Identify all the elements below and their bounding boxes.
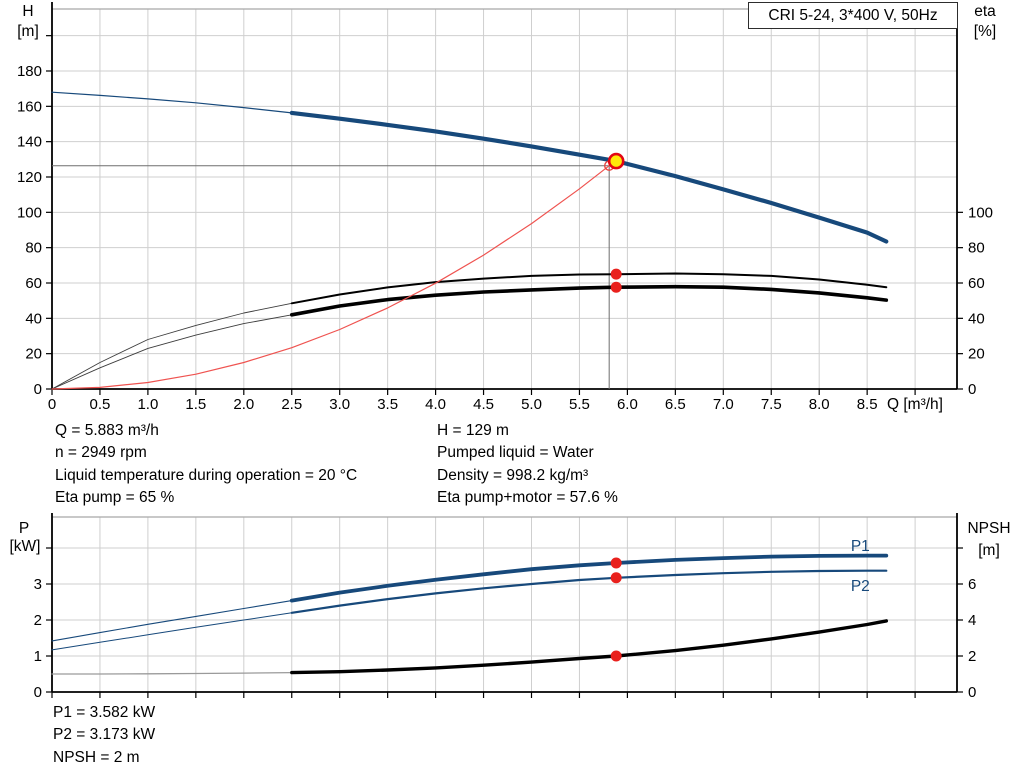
pump-model-title-box: CRI 5-24, 3*400 V, 50Hz — [748, 2, 958, 29]
left-tick-label: 120 — [17, 169, 42, 186]
duty-info-density: Density = 998.2 kg/m³ — [437, 466, 589, 484]
eta-pump-marker — [610, 268, 622, 280]
duty-point-marker — [607, 152, 625, 170]
system-curve-curve — [51, 160, 617, 390]
npsh-axis-unit-label: [m] — [978, 542, 1000, 559]
p2-marker — [610, 572, 622, 584]
npsh-marker — [610, 650, 622, 662]
x-tick-label: 2.0 — [233, 396, 254, 413]
right-tick-label: 0 — [968, 381, 976, 398]
eta-pump-curve — [290, 272, 888, 305]
duty-info-q: Q = 5.883 m³/h — [55, 422, 159, 439]
left-tick-label: 40 — [25, 310, 42, 327]
x-tick-label: 8.5 — [857, 396, 878, 413]
right-tick-label: 20 — [968, 346, 985, 363]
x-tick-label: 0.5 — [90, 396, 111, 413]
p-axis-unit-label: [kW] — [9, 538, 41, 555]
duty-info-h: H = 129 m — [437, 422, 509, 439]
right-tick-label: 4 — [968, 612, 976, 629]
right-tick-label: 2 — [968, 648, 976, 665]
qh-chart: 0 0.5 1.0 1.5 2.0 2.5 3.0 3.5 4.0 4.5 5.0 5.5 6.0 6.5… — [17, 2, 993, 413]
x-tick-label: 8.0 — [809, 396, 830, 413]
power-info-p1: P1 = 3.582 kW — [53, 704, 156, 721]
npsh-axis-label: NPSH — [967, 520, 1011, 537]
q-axis-unit-label: Q [m³/h] — [887, 396, 943, 413]
x-tick-label: 1.0 — [137, 396, 158, 413]
p2-power-curve — [290, 569, 888, 614]
x-tick-label: 1.5 — [185, 396, 206, 413]
npsh-curve-thin — [51, 671, 293, 675]
x-tick-label: 7.0 — [713, 396, 734, 413]
left-tick-label: 20 — [25, 346, 42, 363]
x-tick-label: 3.5 — [377, 396, 398, 413]
p1-power-curve-thin — [51, 600, 293, 642]
x-tick-label: 7.5 — [761, 396, 782, 413]
eta-pump-motor-curve-thin — [51, 314, 293, 390]
eta-axis-label: eta — [974, 3, 996, 20]
x-tick-label: 4.5 — [473, 396, 494, 413]
p2-power-curve-thin — [51, 612, 293, 651]
x-tick-label: 4.0 — [425, 396, 446, 413]
left-tick-label: 100 — [17, 204, 42, 221]
left-tick-label: 2 — [34, 612, 42, 629]
h-axis-label: H — [22, 3, 34, 20]
left-tick-label: 3 — [34, 576, 42, 593]
p1-power-curve — [289, 553, 889, 603]
x-tick-label: 5.5 — [569, 396, 590, 413]
eta-axis-unit-label: [%] — [973, 23, 997, 40]
duty-info-left-column: Q = 5.883 m³/h n = 2949 rpm Liquid tempe… — [55, 420, 357, 510]
right-tick-label: 40 — [968, 310, 985, 327]
x-tick-label: 2.5 — [281, 396, 302, 413]
duty-info-n: n = 2949 rpm — [55, 444, 147, 462]
p1-curve-label: P1 — [851, 538, 870, 555]
x-tick-label: 0 — [48, 396, 56, 413]
npsh-curve — [290, 619, 888, 675]
power-chart: 0 1 2 3 0 2 4 6 P1 P2 — [34, 513, 976, 701]
x-tick-label: 6.5 — [665, 396, 686, 413]
duty-info-eta: Eta pump = 65 % — [55, 489, 175, 507]
left-tick-label: 140 — [17, 134, 42, 151]
right-tick-label: 6 — [968, 576, 976, 593]
power-info-p2: P2 = 3.173 kW — [53, 726, 156, 744]
pump-head-curve — [289, 110, 889, 244]
left-tick-label: 80 — [25, 240, 42, 257]
x-tick-label: 3.0 — [329, 396, 350, 413]
pump-head-curve-thin — [51, 91, 293, 114]
p-axis-label: P — [18, 520, 30, 537]
duty-info-eta-total: Eta pump+motor = 57.6 % — [437, 489, 618, 507]
left-tick-label: 60 — [25, 275, 42, 292]
right-tick-label: 60 — [968, 275, 985, 292]
x-tick-label: 6.0 — [617, 396, 638, 413]
duty-info-right-column: H = 129 m Pumped liquid = Water Density … — [437, 420, 618, 510]
duty-info-temp: Liquid temperature during operation = 20… — [55, 466, 358, 484]
left-tick-label: 160 — [17, 98, 42, 115]
h-axis-unit-label: [m] — [17, 23, 39, 40]
p2-curve-label: P2 — [851, 578, 870, 595]
right-tick-label: 80 — [968, 240, 985, 257]
power-info-npsh: NPSH = 2 m — [53, 748, 140, 766]
pump-model-title: CRI 5-24, 3*400 V, 50Hz — [768, 6, 938, 24]
left-tick-label: 1 — [34, 648, 42, 665]
x-tick-label: 5.0 — [521, 396, 542, 413]
eta-pump-motor-curve — [289, 284, 889, 317]
right-tick-label: 0 — [968, 684, 976, 701]
right-tick-label: 100 — [968, 204, 993, 221]
eta-pump-curve-thin — [51, 302, 293, 390]
power-info-column: P1 = 3.582 kW P2 = 3.173 kW NPSH = 2 m — [53, 702, 155, 769]
duty-info-liquid: Pumped liquid = Water — [437, 444, 594, 462]
left-tick-label: 0 — [34, 381, 42, 398]
left-tick-label: 180 — [17, 63, 42, 80]
left-tick-label: 0 — [34, 684, 42, 701]
p1-marker — [610, 557, 622, 569]
eta-pump-motor-marker — [610, 281, 622, 293]
